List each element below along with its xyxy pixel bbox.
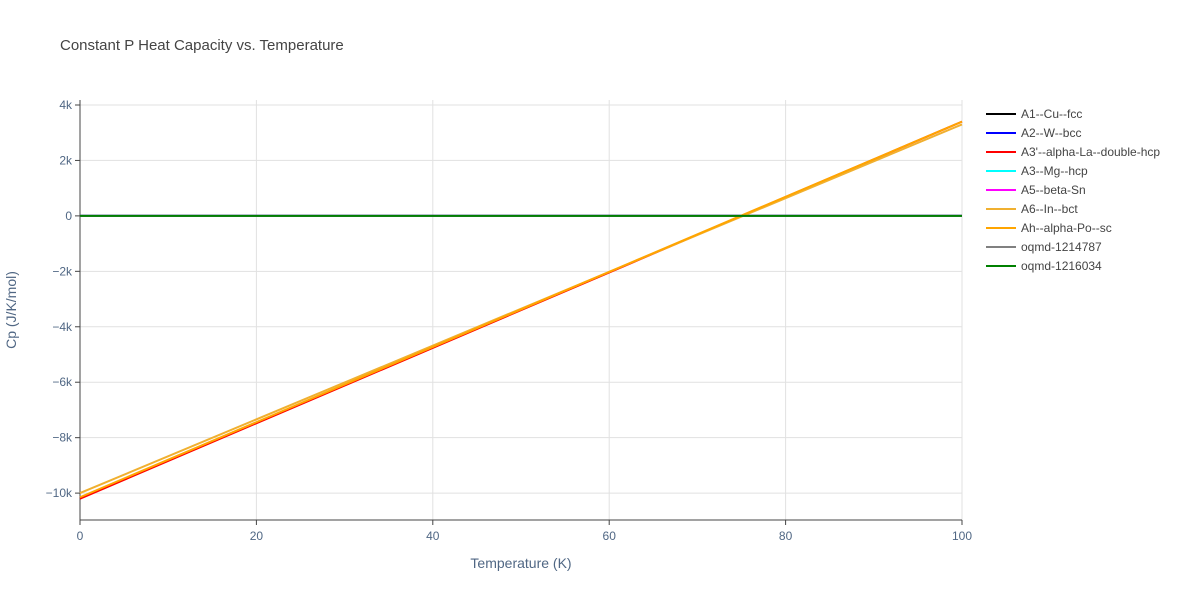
legend-label: oqmd-1214787 — [1021, 240, 1102, 254]
legend-label: A5--beta-Sn — [1021, 183, 1086, 197]
y-tick-label: −4k — [52, 320, 73, 334]
y-tick-label: 0 — [65, 209, 72, 223]
legend-label: Ah--alpha-Po--sc — [1021, 221, 1112, 235]
chart-title: Constant P Heat Capacity vs. Temperature — [60, 37, 344, 54]
y-tick-label: −10k — [46, 486, 73, 500]
legend-label: A6--In--bct — [1021, 202, 1078, 216]
x-tick-label: 0 — [77, 529, 84, 543]
series-line — [79, 120, 963, 499]
legend-label: A2--W--bcc — [1021, 126, 1081, 140]
y-tick-label: −2k — [52, 264, 73, 278]
x-axis-title: Temperature (K) — [470, 555, 571, 571]
y-tick-label: 4k — [59, 98, 73, 112]
y-axis-title: Cp (J/K/mol) — [3, 271, 19, 349]
y-tick-label: −6k — [52, 375, 73, 389]
x-tick-label: 40 — [426, 529, 440, 543]
legend-label: oqmd-1216034 — [1021, 259, 1102, 273]
legend-label: A3'--alpha-La--double-hcp — [1021, 145, 1160, 159]
x-tick-label: 100 — [952, 529, 972, 543]
y-tick-label: −8k — [52, 431, 73, 445]
x-tick-label: 80 — [779, 529, 793, 543]
y-tick-label: 2k — [59, 153, 73, 167]
x-tick-label: 20 — [250, 529, 264, 543]
legend-label: A1--Cu--fcc — [1021, 107, 1082, 121]
x-tick-label: 60 — [603, 529, 617, 543]
legend-label: A3--Mg--hcp — [1021, 164, 1088, 178]
